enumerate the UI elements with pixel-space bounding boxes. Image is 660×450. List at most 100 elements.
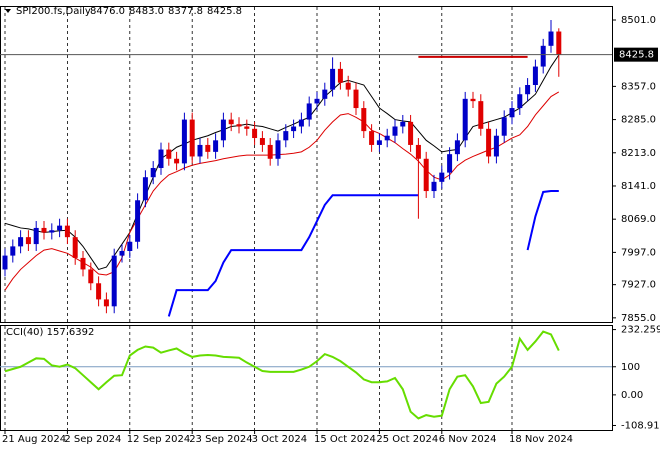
x-tick-label: 21 Aug 2024 [2, 434, 66, 445]
candle-body [517, 94, 523, 109]
candle-body [213, 140, 219, 152]
candle-body [447, 154, 453, 173]
indicator-line [4, 54, 560, 271]
candle-body [236, 124, 242, 127]
y-tick-label: 8141.0 [621, 181, 656, 192]
candle-body [540, 45, 546, 67]
cci-title: CCI(40) 157.6392 [6, 327, 94, 338]
candle-body [454, 140, 460, 155]
candle-body [2, 255, 8, 270]
candle-body [25, 237, 31, 245]
candle-body [322, 89, 328, 99]
y-tick-label: 8501.0 [621, 15, 656, 26]
candle-body [548, 31, 554, 46]
indicator-line [167, 194, 419, 317]
candle-body [298, 119, 304, 127]
x-tick-label: 15 Oct 2024 [314, 434, 376, 445]
y-tick-label: 0.00 [621, 390, 643, 401]
x-tick-label: 2 Sep 2024 [64, 434, 121, 445]
candle-body [244, 126, 250, 129]
header-value: 8425.8 [207, 6, 242, 17]
candle-body [64, 225, 70, 238]
candle-body [181, 119, 187, 164]
x-tick-label: 18 Nov 2024 [509, 434, 573, 445]
y-tick-label: 7927.0 [621, 280, 656, 291]
candle-body [400, 121, 406, 127]
y-tick-label: 8069.0 [621, 214, 656, 225]
header-value: 8476.0 [90, 6, 125, 17]
candle-body [189, 119, 195, 157]
cci-frame [0, 325, 613, 431]
header-value: 8377.8 [168, 6, 203, 17]
x-tick-label: 6 Nov 2024 [439, 434, 497, 445]
x-tick-label: 25 Oct 2024 [376, 434, 438, 445]
candle-body [150, 167, 156, 178]
candle-body [174, 158, 180, 164]
candle-body [493, 135, 499, 157]
candle-body [337, 68, 343, 83]
candle-body [111, 255, 117, 307]
candle-body [158, 149, 164, 168]
y-tick-label: 232.2595 [621, 325, 660, 336]
y-tick-label: 8285.0 [621, 115, 656, 126]
candle-body [314, 98, 320, 104]
candle-body [556, 31, 562, 55]
candle-body [431, 181, 437, 192]
candle-body [88, 269, 94, 284]
candle-body [439, 172, 445, 182]
candle-body [166, 149, 172, 159]
candle-body [142, 177, 148, 201]
candle-body [392, 126, 398, 136]
x-tick-label: 3 Oct 2024 [252, 434, 307, 445]
candle-body [197, 144, 203, 157]
candle-body [384, 135, 390, 141]
price-tag [614, 47, 658, 62]
candle-body [220, 119, 226, 141]
candle-body [103, 299, 109, 307]
indicator-line [526, 190, 559, 251]
candle-body [478, 101, 484, 129]
y-tick-label: 8357.0 [621, 81, 656, 92]
candle-body [415, 144, 421, 159]
candle-body [33, 227, 39, 245]
candle-body [408, 121, 414, 145]
candle-body [345, 82, 351, 90]
price-frame [0, 6, 613, 323]
indicator-line [4, 91, 560, 291]
candle-body [369, 131, 375, 145]
candle-body [283, 131, 289, 141]
y-tick-label: 8213.0 [621, 148, 656, 159]
candle-body [525, 85, 531, 95]
candle-body [80, 257, 86, 270]
candle-body [291, 126, 297, 132]
candle-body [57, 225, 63, 231]
candle-body [18, 237, 24, 247]
candle-body [127, 241, 133, 251]
candle-body [486, 128, 492, 157]
y-tick-label: 7997.0 [621, 247, 656, 258]
candle-body [41, 227, 47, 233]
cci-line [4, 330, 560, 420]
y-tick-label: -108.916 [621, 420, 660, 431]
candle-body [10, 246, 16, 256]
candle-body [267, 144, 273, 159]
chart-title: SPI200.fs,Daily [16, 6, 91, 17]
candle-body [423, 158, 429, 192]
candle-body [135, 200, 141, 242]
candle-body [470, 98, 476, 102]
candle-body [275, 140, 281, 159]
candle-body [330, 68, 336, 90]
candle-body [49, 230, 55, 233]
price-tag-label: 8425.8 [619, 50, 654, 61]
candle-body [501, 117, 507, 136]
y-tick-label: 100 [621, 362, 640, 373]
candle-body [252, 128, 258, 139]
candle-body [259, 138, 265, 145]
candle-body [361, 108, 367, 132]
candle-body [205, 144, 211, 152]
candle-body [119, 250, 125, 256]
candle-body [353, 89, 359, 109]
candle-body [72, 237, 78, 258]
